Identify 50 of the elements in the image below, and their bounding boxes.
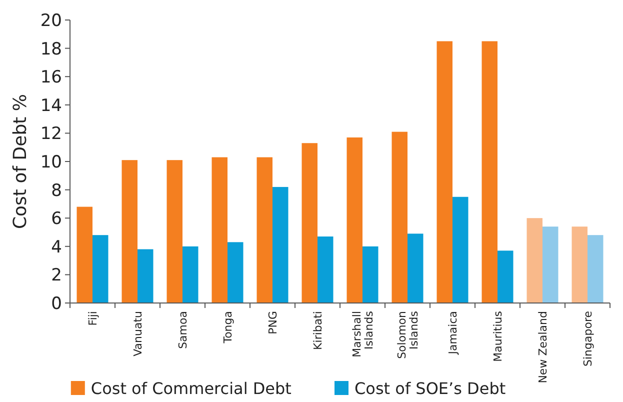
- bar: [362, 246, 378, 303]
- y-tick-label: 0: [51, 294, 62, 314]
- bar: [588, 235, 604, 303]
- x-tick-label: Mauritius: [492, 310, 504, 362]
- y-axis-title: Cost of Debt %: [10, 94, 31, 230]
- x-tick-label: Singapore: [582, 310, 594, 366]
- bar: [436, 41, 452, 303]
- bar: [122, 160, 138, 303]
- bar: [256, 157, 272, 303]
- bar: [572, 226, 588, 303]
- y-tick-label: 10: [40, 152, 62, 172]
- y-tick-label: 4: [51, 237, 62, 258]
- y-tick-label: 6: [51, 209, 62, 230]
- x-tick-label: Kiribati: [312, 311, 324, 350]
- y-tick-label: 2: [51, 266, 62, 286]
- bar: [166, 160, 182, 303]
- x-tick-label: Marshall Islands: [350, 310, 376, 358]
- bar: [526, 218, 542, 303]
- bar: [498, 250, 514, 303]
- legend-label: Cost of Commercial Debt: [90, 379, 292, 398]
- bar: [318, 236, 334, 303]
- x-tick-label: Solomon Islands: [396, 310, 420, 359]
- y-tick-label: 16: [40, 68, 62, 88]
- x-tick-label: Vanuatu: [132, 311, 144, 356]
- x-tick-label: Fiji: [86, 311, 100, 326]
- bar: [138, 249, 154, 303]
- bar: [542, 226, 558, 303]
- bar: [182, 246, 198, 303]
- x-tick-label: New Zealand: [536, 311, 550, 384]
- bar: [346, 137, 362, 303]
- bar: [92, 235, 108, 303]
- bar: [392, 132, 408, 303]
- x-tick-label: PNG: [266, 311, 280, 334]
- bar: [482, 41, 498, 303]
- y-tick-label: 8: [51, 180, 62, 201]
- y-tick-label: 14: [40, 96, 62, 116]
- bar: [76, 206, 92, 303]
- bar: [302, 143, 318, 303]
- bar: [212, 157, 228, 303]
- bar: [408, 234, 424, 303]
- bar: [452, 196, 468, 303]
- y-tick-label: 20: [40, 10, 62, 31]
- legend-label: Cost of SOE’s Debt: [354, 379, 506, 398]
- bar: [272, 186, 288, 303]
- x-tick-label: Tonga: [222, 311, 234, 344]
- y-tick-label: 18: [40, 39, 62, 60]
- bar: [228, 242, 244, 303]
- y-tick-label: 12: [40, 124, 62, 144]
- x-tick-label: Jamaica: [446, 311, 460, 356]
- x-tick-label: Samoa: [176, 311, 190, 349]
